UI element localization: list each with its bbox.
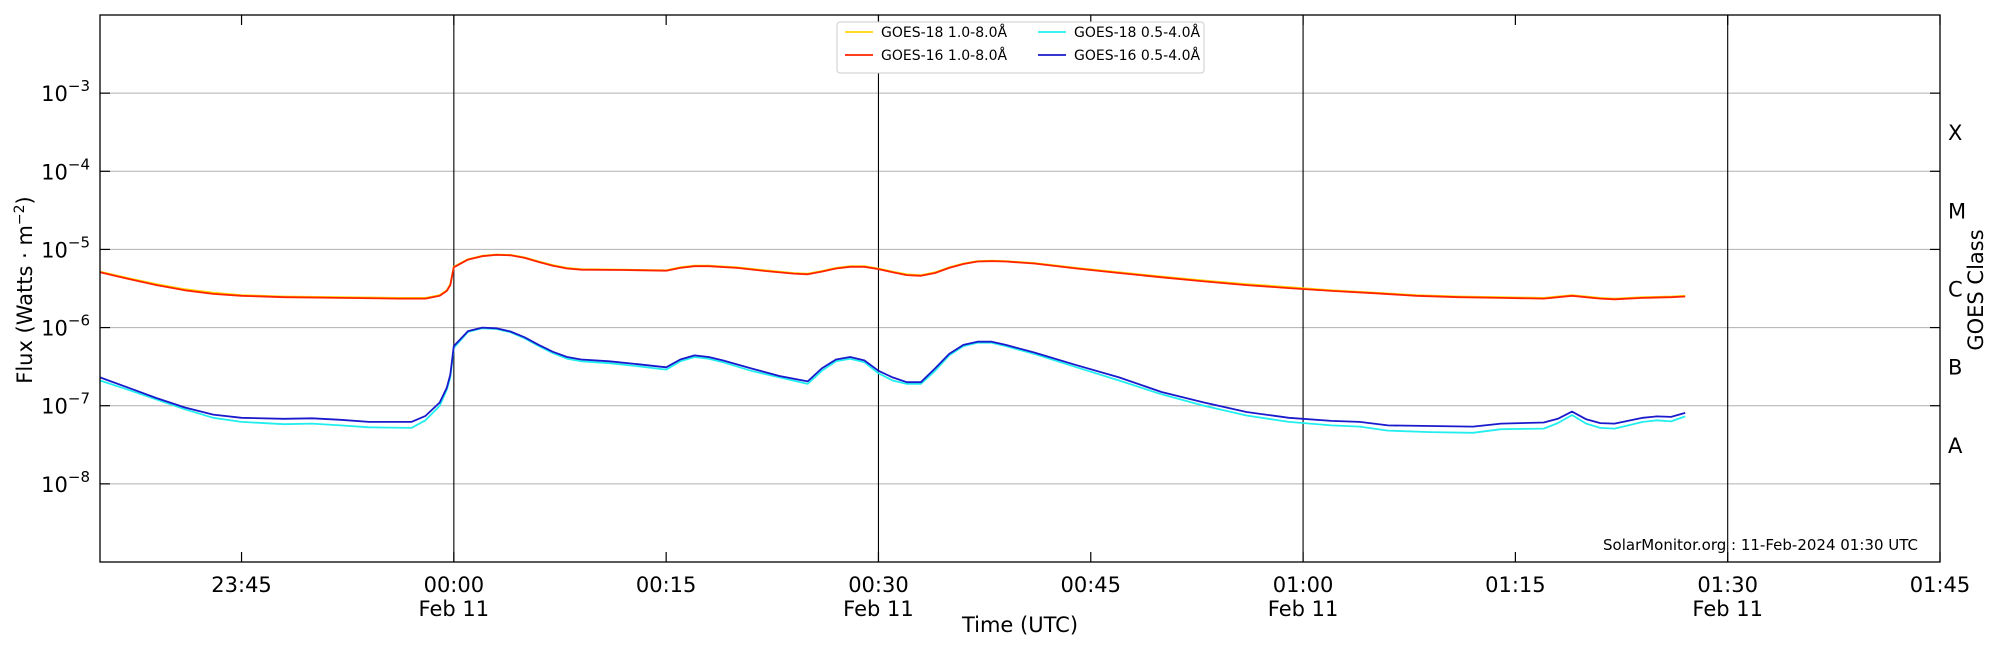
y-tick-base: 10 <box>41 317 68 341</box>
x-tick-date-label: Feb 11 <box>1692 597 1763 621</box>
y-tick-label: 10−4 <box>41 155 90 184</box>
goes-class-label: B <box>1948 356 1962 380</box>
legend-label: GOES-16 1.0-8.0Å <box>881 47 1007 64</box>
y-tick-base: 10 <box>41 238 68 262</box>
x-axis-title: Time (UTC) <box>961 613 1078 637</box>
y-tick-label: 10−3 <box>41 77 90 106</box>
date-vertical-lines <box>453 15 1729 562</box>
x-tick-label: 00:00 <box>424 573 485 597</box>
x-tick-label: 00:15 <box>636 573 697 597</box>
series-lines <box>99 253 1686 434</box>
series-line <box>99 253 1686 300</box>
y-axis-ticks: 10−310−410−510−610−710−8 <box>41 77 1940 497</box>
y-tick-exponent: −6 <box>68 312 90 330</box>
x-tick-label: 01:15 <box>1485 573 1546 597</box>
x-tick-date-label: Feb 11 <box>843 597 914 621</box>
x-tick-label: 00:30 <box>848 573 909 597</box>
y-tick-exponent: −7 <box>68 390 90 408</box>
goes-class-label: A <box>1948 434 1963 458</box>
y-tick-base: 10 <box>41 473 68 497</box>
legend-label: GOES-18 1.0-8.0Å <box>881 24 1007 41</box>
series-line <box>99 254 1686 301</box>
y-tick-base: 10 <box>41 82 68 106</box>
goes-class-label: M <box>1948 199 1966 223</box>
goes-class-label: C <box>1948 278 1963 302</box>
x-tick-label: 01:30 <box>1697 573 1758 597</box>
y-tick-label: 10−6 <box>41 312 90 341</box>
x-tick-label: 00:45 <box>1061 573 1122 597</box>
y-tick-exponent: −5 <box>68 233 90 251</box>
y-tick-label: 10−8 <box>41 468 90 497</box>
legend-label: GOES-18 0.5-4.0Å <box>1074 24 1200 41</box>
y-tick-exponent: −3 <box>68 77 90 95</box>
goes-class-labels: X M C B A <box>1948 121 1966 458</box>
y-axis-title-main: Flux (Watts · m <box>13 225 37 384</box>
y-axis-title: Flux (Watts · m−2) <box>12 196 37 384</box>
x-tick-label: 23:45 <box>211 573 272 597</box>
goes-class-axis-title: GOES Class <box>1964 229 1988 350</box>
grid-lines <box>100 92 1940 485</box>
x-tick-date-label: Feb 11 <box>419 597 490 621</box>
x-tick-date-label: Feb 11 <box>1268 597 1339 621</box>
plot-frame <box>99 14 1941 563</box>
legend-label: GOES-16 0.5-4.0Å <box>1074 47 1200 64</box>
series-line <box>99 327 1686 434</box>
x-tick-label: 01:00 <box>1273 573 1334 597</box>
legend: GOES-18 1.0-8.0Å GOES-16 1.0-8.0Å GOES-18 … <box>836 21 1205 74</box>
legend-box <box>836 21 1205 74</box>
goes-class-label: X <box>1948 121 1962 145</box>
y-axis-title-exponent: −2 <box>12 204 28 225</box>
y-tick-base: 10 <box>41 160 68 184</box>
y-tick-base: 10 <box>41 395 68 419</box>
x-tick-label: 01:45 <box>1910 573 1971 597</box>
y-tick-label: 10−5 <box>41 233 90 262</box>
y-axis-title-close: ) <box>13 196 37 204</box>
y-tick-label: 10−7 <box>41 390 90 419</box>
series-line <box>99 326 1686 428</box>
y-tick-exponent: −4 <box>68 155 90 173</box>
y-tick-exponent: −8 <box>68 468 90 486</box>
footer-credit: SolarMonitor.org : 11-Feb-2024 01:30 UTC <box>1603 536 1918 554</box>
